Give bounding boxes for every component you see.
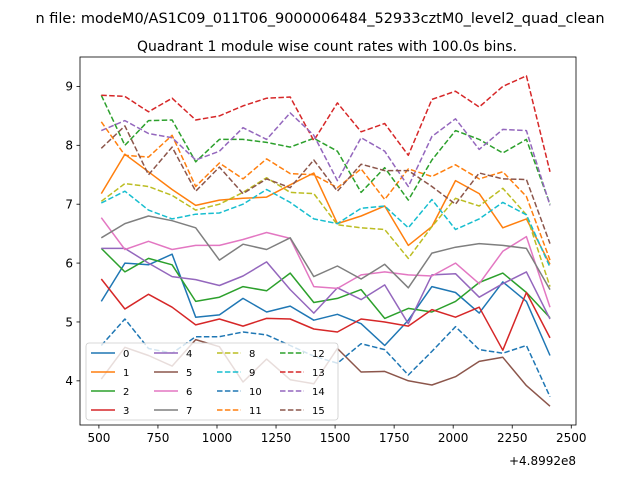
x-tick-label: 2250 <box>497 431 528 445</box>
legend-label-2: 2 <box>123 387 129 398</box>
legend-label-3: 3 <box>123 406 129 417</box>
legend-label-0: 0 <box>123 349 129 360</box>
x-tick-label: 1750 <box>379 431 410 445</box>
axes-frame <box>79 56 577 426</box>
legend-label-14: 14 <box>312 387 325 398</box>
x-tick-label: 2500 <box>556 431 587 445</box>
y-tick-label: 9 <box>65 80 73 94</box>
legend-label-4: 4 <box>186 349 192 360</box>
legend-label-9: 9 <box>249 368 255 379</box>
chart-suptitle: n file: modeM0/AS1C09_011T06_9000006484_… <box>35 11 604 27</box>
legend-label-15: 15 <box>312 406 325 417</box>
x-tick-label: 1000 <box>202 431 233 445</box>
y-tick-label: 5 <box>65 315 73 329</box>
y-tick-label: 6 <box>65 256 73 270</box>
series-line-11 <box>100 121 551 261</box>
legend-label-10: 10 <box>249 387 262 398</box>
chart-title: Quadrant 1 module wise count rates with … <box>137 39 517 55</box>
series-line-12 <box>100 94 551 205</box>
x-tick-label: 500 <box>87 431 110 445</box>
legend-label-12: 12 <box>312 349 325 360</box>
x-tick-label: 1500 <box>320 431 351 445</box>
legend-label-13: 13 <box>312 368 325 379</box>
x-tick-label: 2000 <box>438 431 469 445</box>
series-line-14 <box>101 112 551 206</box>
series-line-15 <box>100 125 551 244</box>
legend-label-7: 7 <box>186 406 192 417</box>
x-tick-label: 1250 <box>261 431 292 445</box>
x-tick-label: 750 <box>146 431 169 445</box>
legend-label-8: 8 <box>249 349 255 360</box>
y-tick-label: 4 <box>65 374 73 388</box>
series-line-9 <box>100 188 551 268</box>
series-line-7 <box>100 215 551 290</box>
series-line-1 <box>100 153 551 265</box>
legend-label-6: 6 <box>186 387 192 398</box>
series-line-8 <box>100 176 551 287</box>
legend-frame <box>85 342 339 421</box>
x-offset-label: +4.8992e8 <box>509 454 576 468</box>
legend-label-5: 5 <box>186 368 192 379</box>
legend-label-11: 11 <box>249 406 262 417</box>
series-line-13 <box>101 75 551 172</box>
series-line-4 <box>101 247 551 325</box>
y-tick-label: 7 <box>65 198 73 212</box>
legend-label-1: 1 <box>123 368 129 379</box>
y-tick-label: 8 <box>65 139 73 153</box>
series-line-3 <box>100 278 551 351</box>
series-line-6 <box>100 217 551 308</box>
